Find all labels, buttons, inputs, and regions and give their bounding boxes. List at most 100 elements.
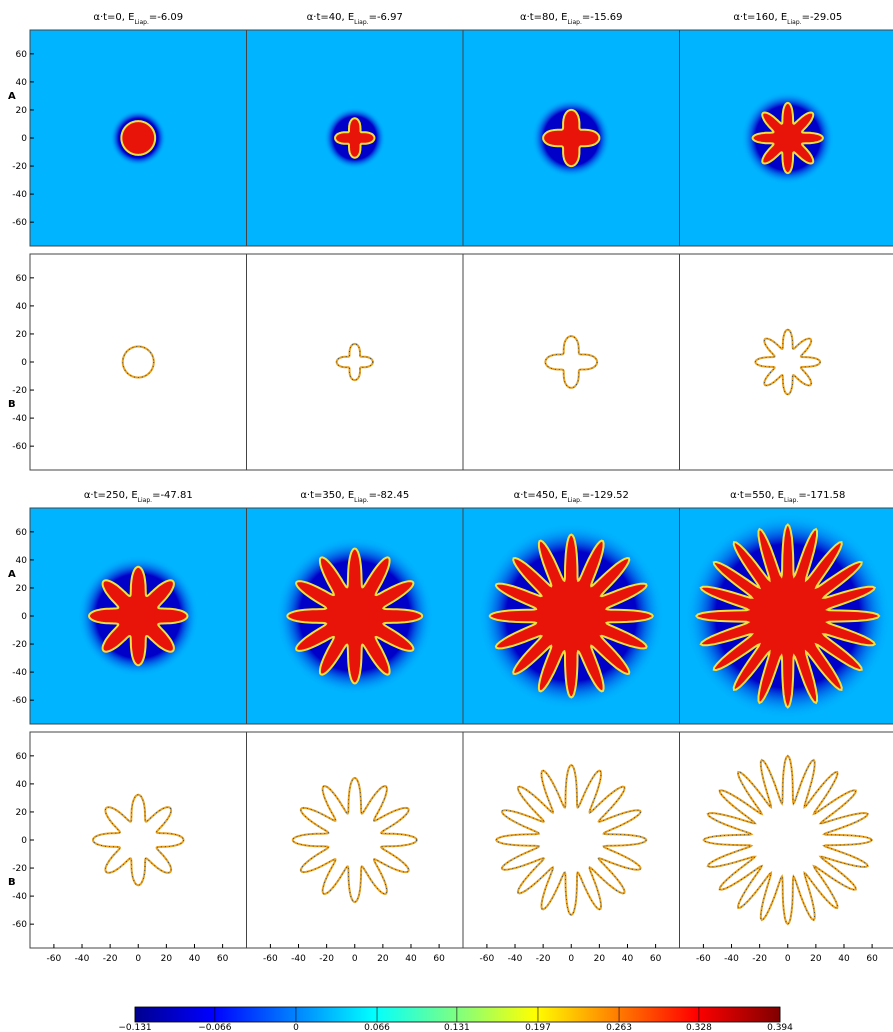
colorbar-tick-label: 0.394 — [767, 1023, 793, 1032]
y-tick-label: 60 — [16, 50, 28, 60]
x-tick-label: 20 — [377, 954, 389, 964]
x-tick-label: -40 — [291, 954, 306, 964]
pattern — [751, 101, 824, 175]
colorbar-tick-label: 0.066 — [364, 1023, 390, 1032]
panel — [679, 29, 893, 247]
pattern — [488, 533, 654, 699]
panel-title: α·t=0, ELiap.=-6.09 — [93, 12, 183, 26]
contour — [702, 754, 874, 926]
title-part: =-6.97 — [369, 12, 403, 23]
title-part: Liap. — [134, 19, 148, 26]
pattern — [120, 120, 157, 156]
contour — [291, 776, 418, 904]
row-label: A — [8, 569, 16, 580]
colorbar — [134, 1006, 781, 1023]
y-tick-label: 60 — [16, 752, 28, 762]
panel-title: α·t=40, ELiap.=-6.97 — [307, 12, 403, 26]
title-part: Liap. — [138, 497, 152, 504]
contour-edge — [122, 346, 155, 378]
contour — [91, 793, 185, 887]
title-part: Liap. — [784, 497, 798, 504]
y-tick-label: -20 — [12, 386, 27, 396]
title-part: Liap. — [567, 497, 581, 504]
colorbar-tick-label: 0.328 — [686, 1023, 712, 1032]
panel — [462, 253, 680, 471]
x-tick-label: -20 — [319, 954, 334, 964]
y-tick-label: 60 — [16, 528, 28, 538]
y-tick-label: 0 — [21, 612, 27, 622]
panel — [246, 253, 464, 471]
pattern — [87, 565, 189, 667]
panel-title: α·t=550, ELiap.=-171.58 — [730, 490, 845, 504]
title-part: α·t=160, E — [733, 12, 787, 23]
row-label: A — [8, 91, 16, 102]
row-label: B — [8, 877, 16, 888]
panel — [29, 253, 247, 471]
panel — [679, 253, 893, 471]
y-tick-label: -40 — [12, 190, 27, 200]
panel — [462, 731, 680, 949]
y-tick-label: -60 — [12, 218, 27, 228]
y-tick-label: -40 — [12, 414, 27, 424]
title-part: Liap. — [567, 19, 581, 26]
panel-title: α·t=450, ELiap.=-129.52 — [514, 490, 629, 504]
x-tick-label: -40 — [724, 954, 739, 964]
title-part: =-15.69 — [582, 12, 623, 23]
x-tick-label: 0 — [568, 954, 574, 964]
title-part: Liap. — [354, 19, 368, 26]
panel-title: α·t=80, ELiap.=-15.69 — [520, 12, 623, 26]
pattern — [334, 117, 376, 159]
y-tick-label: -40 — [12, 668, 27, 678]
x-tick-label: 0 — [352, 954, 358, 964]
title-part: =-129.52 — [582, 490, 629, 501]
title-part: α·t=40, E — [307, 12, 354, 23]
x-tick-label: 60 — [433, 954, 445, 964]
x-tick-label: -40 — [508, 954, 523, 964]
y-tick-label: -40 — [12, 892, 27, 902]
x-tick-label: -60 — [480, 954, 495, 964]
title-part: Liap. — [787, 19, 801, 26]
x-tick-label: -60 — [47, 954, 62, 964]
y-tick-label: -60 — [12, 442, 27, 452]
colorbar-tick-label: 0.197 — [525, 1023, 551, 1032]
contour-edge — [754, 329, 821, 395]
y-tick-label: -60 — [12, 920, 27, 930]
colorbar-tick-label: 0.131 — [444, 1023, 470, 1032]
title-part: =-29.05 — [802, 12, 843, 23]
x-tick-label: 40 — [622, 954, 634, 964]
x-tick-label: 60 — [650, 954, 662, 964]
title-part: =-47.81 — [152, 490, 193, 501]
colorbar-tick-label: 0.263 — [606, 1023, 632, 1032]
x-tick-label: 20 — [594, 954, 606, 964]
title-part: α·t=250, E — [84, 490, 138, 501]
x-tick-label: -20 — [103, 954, 118, 964]
title-part: α·t=550, E — [730, 490, 784, 501]
title-part: α·t=0, E — [93, 12, 134, 23]
x-tick-label: 60 — [217, 954, 229, 964]
contour — [544, 335, 599, 389]
x-tick-label: 0 — [135, 954, 141, 964]
title-part: =-171.58 — [798, 490, 845, 501]
y-tick-label: -20 — [12, 162, 27, 172]
y-tick-label: 20 — [16, 106, 28, 116]
x-tick-label: -60 — [263, 954, 278, 964]
y-tick-label: 60 — [16, 274, 28, 284]
x-tick-label: -60 — [696, 954, 711, 964]
contour-edge — [495, 764, 647, 916]
row-label: B — [8, 399, 16, 410]
panel-title: α·t=250, ELiap.=-47.81 — [84, 490, 193, 504]
title-part: =-82.45 — [369, 490, 410, 501]
y-tick-label: -60 — [12, 696, 27, 706]
colorbar-tick-label: 0 — [293, 1023, 299, 1032]
x-tick-label: -40 — [75, 954, 90, 964]
y-tick-label: 20 — [16, 330, 28, 340]
panel-title: α·t=160, ELiap.=-29.05 — [733, 12, 842, 26]
title-part: Liap. — [354, 497, 368, 504]
pattern — [695, 523, 881, 709]
x-tick-label: -20 — [536, 954, 551, 964]
panel — [679, 731, 893, 949]
x-tick-label: 20 — [161, 954, 173, 964]
x-tick-label: 60 — [866, 954, 878, 964]
panel — [246, 731, 464, 949]
